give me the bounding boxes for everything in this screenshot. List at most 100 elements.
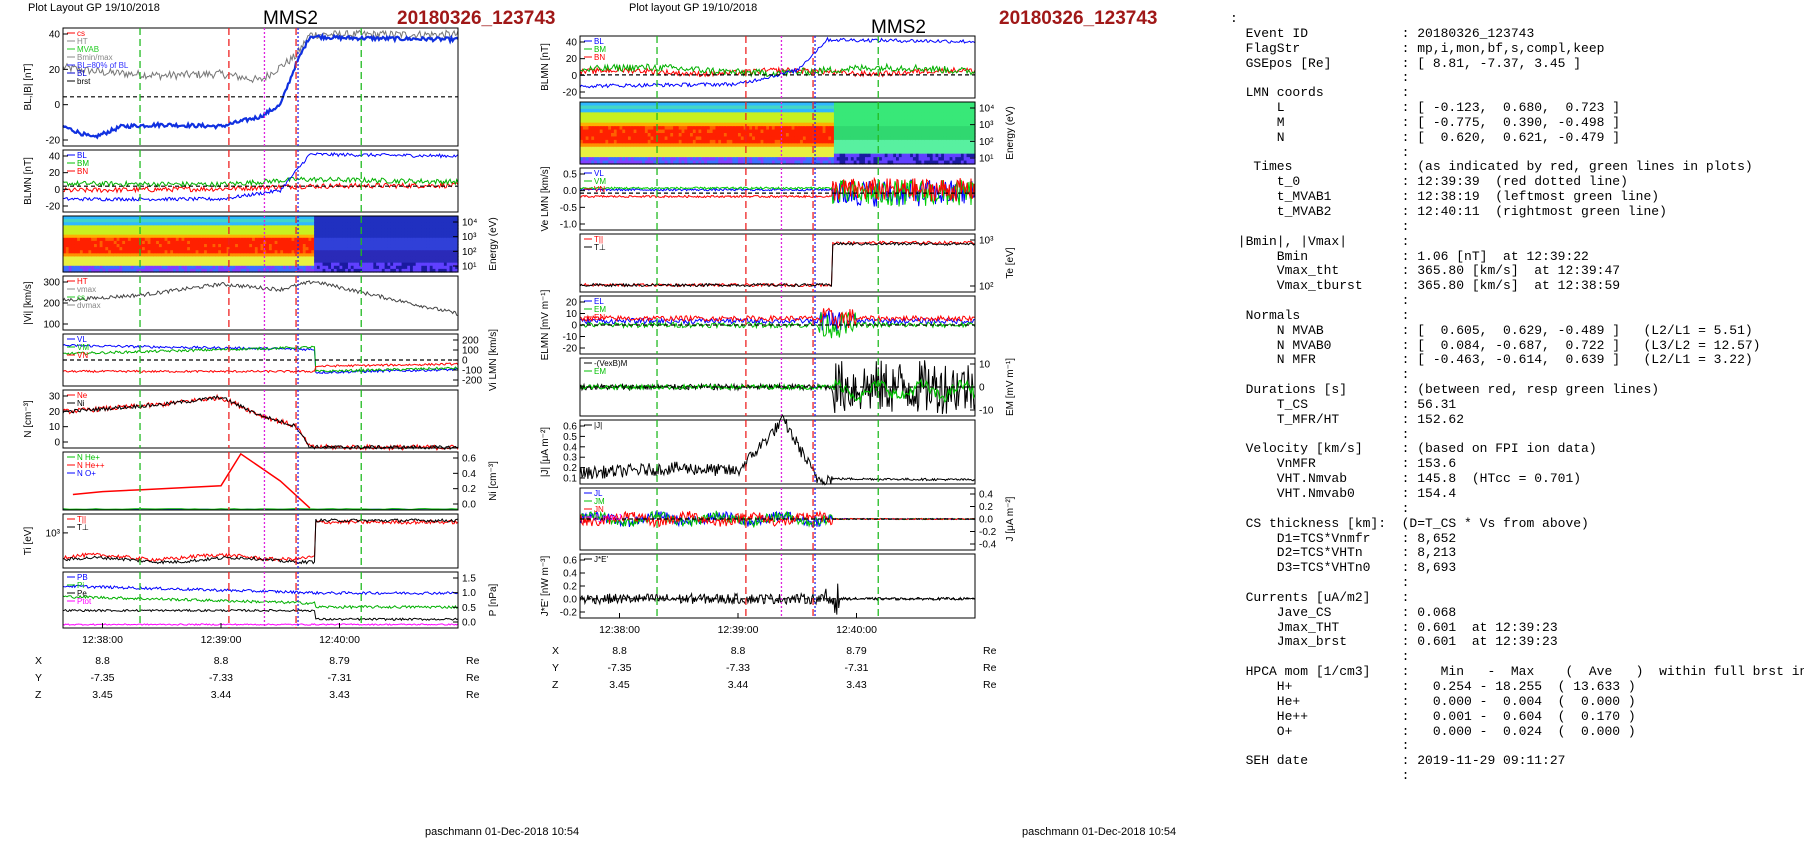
spectrogram-cell — [350, 259, 355, 264]
spectrogram-cell — [811, 153, 815, 158]
spectrogram-cell — [763, 153, 767, 158]
spectrogram-cell — [639, 150, 643, 155]
spectrogram-cell — [766, 108, 770, 113]
spectrogram-cell — [426, 259, 431, 264]
spectrogram-cell — [353, 250, 358, 254]
spectrogram-cell — [873, 153, 877, 158]
spectrogram-cell — [401, 268, 405, 273]
spectrogram-cell — [85, 253, 89, 258]
spectrogram-cell — [418, 219, 422, 223]
spectrogram-cell — [184, 268, 188, 273]
spectrogram-cell — [91, 253, 95, 258]
spectrogram-cell — [608, 143, 612, 148]
spectrogram-cell — [153, 219, 157, 223]
spectrogram-cell — [342, 225, 346, 230]
spectrogram-cell — [195, 237, 200, 242]
spectrogram-cell — [599, 129, 604, 134]
spectrogram-cell — [797, 157, 801, 162]
spectrogram-cell — [63, 231, 67, 236]
spectrogram-cell — [740, 108, 745, 113]
spectrogram-cell — [582, 157, 587, 162]
spectrogram-cell — [887, 108, 891, 113]
spectrogram-cell — [887, 112, 891, 117]
spectrogram-cell — [749, 112, 753, 117]
spectrogram-cell — [850, 115, 855, 120]
spectrogram-cell — [831, 102, 835, 107]
spectrogram-cell — [627, 146, 632, 151]
spectrogram-cell — [864, 139, 869, 144]
spectrogram-cell — [339, 265, 343, 270]
spectrogram-cell — [633, 133, 638, 138]
spectrogram-cell — [452, 216, 456, 220]
spectrogram-cell — [785, 122, 790, 127]
spectrogram-cell — [189, 265, 194, 270]
spectrogram-cell — [113, 259, 118, 264]
spectrogram-cell — [170, 262, 174, 267]
spectrogram-cell — [74, 216, 78, 220]
spectrogram-cell — [412, 216, 417, 220]
spectrogram-cell — [364, 247, 369, 251]
spectrogram-cell — [350, 234, 355, 239]
spectrogram-cell — [856, 126, 860, 131]
spectrogram-cell — [438, 231, 442, 236]
spectrogram-cell — [246, 219, 250, 223]
spectrogram-cell — [582, 150, 587, 155]
spectrogram-cell — [404, 247, 408, 251]
spectrogram-cell — [588, 146, 592, 151]
spectrogram-cell — [754, 157, 759, 162]
spectrogram-cell — [229, 234, 233, 239]
spectrogram-cell — [187, 253, 191, 258]
spectrogram-cell — [328, 222, 332, 226]
spectrogram-cell — [785, 129, 790, 134]
spectrogram-cell — [345, 240, 349, 245]
spectrogram-cell — [441, 244, 445, 248]
spectrogram-cell — [588, 115, 592, 120]
spectrogram-cell — [819, 119, 824, 124]
spectrogram-cell — [404, 234, 408, 239]
spectrogram-cell — [325, 268, 329, 273]
spectrogram-cell — [362, 237, 366, 242]
spectrogram-cell — [311, 247, 315, 251]
spectrogram-cell — [636, 136, 640, 141]
spectrogram-cell — [410, 244, 414, 248]
spectrogram-cell — [780, 119, 784, 124]
spectrogram-cell — [746, 119, 750, 124]
spectrogram-cell — [585, 102, 590, 107]
spectrogram-cell — [833, 126, 838, 131]
spectrogram-cell — [746, 136, 750, 141]
spectrogram-cell — [825, 126, 829, 131]
spectrogram-cell — [178, 262, 183, 267]
spectrogram-cell — [379, 265, 383, 270]
spectrogram-cell — [88, 240, 92, 245]
spectrogram-cell — [415, 234, 420, 239]
spectrogram-cell — [441, 219, 445, 223]
spectrogram-cell — [862, 102, 866, 107]
spectrogram-cell — [819, 129, 824, 134]
spectrogram-cell — [393, 237, 397, 242]
spectrogram-cell — [915, 139, 920, 144]
spectrogram-cell — [777, 115, 781, 120]
spectrogram-cell — [633, 119, 638, 124]
spectrogram-cell — [333, 256, 338, 261]
spectrogram-cell — [704, 102, 708, 107]
spectrogram-cell — [401, 237, 405, 242]
spectrogram-cell — [656, 126, 660, 131]
spectrogram-cell — [625, 143, 629, 148]
spectrogram-cell — [410, 225, 414, 230]
spectrogram-cell — [715, 153, 719, 158]
spectrogram-cell — [68, 219, 73, 223]
spectrogram-cell — [153, 265, 157, 270]
spectrogram-cell — [850, 139, 855, 144]
spectrogram-cell — [893, 129, 897, 134]
legend-label: Ne — [77, 391, 88, 400]
spectrogram-cell — [642, 143, 646, 148]
spectrogram-cell — [175, 240, 180, 245]
spectrogram-cell — [625, 139, 629, 144]
spectrogram-cell — [754, 122, 759, 127]
spectrogram-cell — [302, 250, 307, 254]
spectrogram-cell — [839, 108, 843, 113]
spectrogram-cell — [712, 153, 717, 158]
spectrogram-cell — [122, 259, 126, 264]
spectrogram-cell — [311, 268, 315, 273]
spectrogram-cell — [192, 225, 197, 230]
